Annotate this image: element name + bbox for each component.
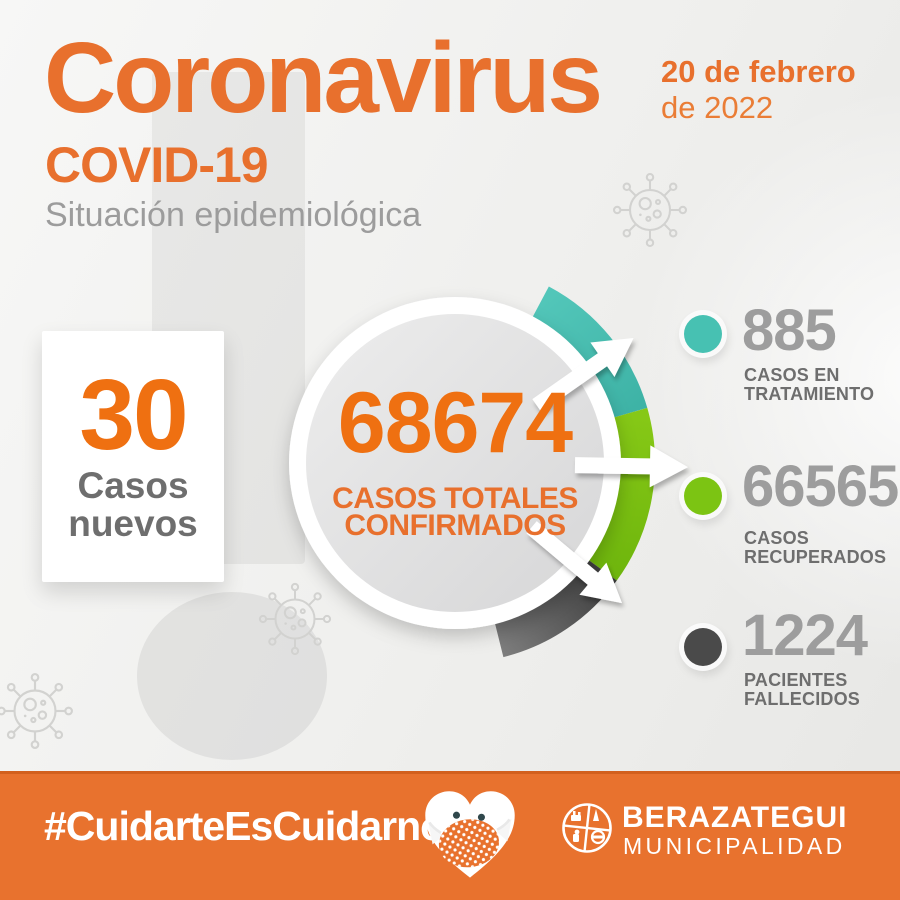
recovered-value: 66565 (742, 454, 899, 519)
deceased-label-line1: PACIENTES (744, 670, 848, 690)
report-date: 20 de febrero de 2022 (661, 56, 856, 123)
total-cases-value: 68674 (337, 375, 573, 471)
teal-dot-icon (684, 315, 722, 353)
deceased-label-line2: FALLECIDOS (744, 689, 861, 709)
new-cases-value: 30 (79, 359, 188, 471)
new-cases-card: 30 Casos nuevos (42, 331, 224, 582)
new-cases-label-line1: Casos (77, 465, 189, 506)
covid-subtitle: COVID-19 (45, 137, 269, 193)
municipality-name: BERAZATEGUI (622, 801, 848, 834)
epidemiological-tagline: Situación epidemiológica (45, 196, 422, 234)
total-cases-donut-chart (289, 286, 688, 658)
campaign-hashtag: #CuidarteEsCuidarnos (44, 803, 467, 849)
recovered-label: CASOS RECUPERADOS (744, 529, 886, 567)
arc-treatment (528, 286, 648, 420)
recovered-label-line2: RECUPERADOS (744, 547, 887, 567)
municipality-type: MUNICIPALIDAD (623, 833, 846, 859)
berazategui-crest-icon (562, 803, 612, 853)
new-cases-label: Casos nuevos (42, 467, 224, 543)
exclamation-dot-watermark (137, 592, 327, 760)
total-cases-label-line2: CONFIRMADOS (344, 509, 566, 542)
treatment-label: CASOS EN TRATAMIENTO (744, 366, 874, 404)
treatment-label-line1: CASOS EN (744, 365, 840, 385)
arc-recovered (582, 407, 655, 581)
dark-dot-icon (684, 628, 722, 666)
arrow-treatment-icon (532, 337, 634, 413)
stat-deceased-patients: 1224 PACIENTES FALLECIDOS (682, 607, 900, 727)
footer-bar: #CuidarteEsCuidarnos (0, 771, 900, 900)
deceased-value: 1224 (742, 603, 868, 668)
arrow-recovered-icon (574, 445, 688, 488)
report-date-day: 20 de febrero (661, 54, 856, 89)
heart-with-mask-icon (425, 791, 515, 878)
report-date-year: de 2022 (661, 90, 774, 125)
stat-recovered-cases: 66565 CASOS RECUPERADOS (682, 458, 900, 578)
treatment-label-line2: TRATAMIENTO (744, 384, 875, 404)
deceased-label: PACIENTES FALLECIDOS (744, 671, 860, 709)
green-dot-icon (684, 477, 722, 515)
total-cases-label-line1: CASOS TOTALES (332, 482, 578, 515)
virus-icon (0, 673, 73, 749)
virus-icon (612, 172, 688, 248)
recovered-label-line1: CASOS (744, 528, 810, 548)
treatment-value: 885 (742, 298, 837, 363)
total-cases-label: CASOS TOTALES CONFIRMADOS (295, 482, 615, 542)
arrow-deceased-icon (526, 521, 622, 604)
page-title: Coronavirus (44, 22, 603, 134)
stat-cases-in-treatment: 885 CASOS EN TRATAMIENTO (682, 302, 900, 422)
donut-inner-circle (306, 314, 604, 612)
new-cases-label-line2: nuevos (68, 503, 198, 544)
